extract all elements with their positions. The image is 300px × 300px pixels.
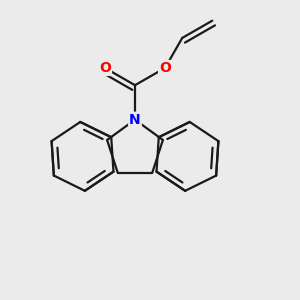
Text: N: N — [129, 113, 141, 127]
Text: O: O — [99, 61, 111, 75]
Text: O: O — [159, 61, 171, 75]
